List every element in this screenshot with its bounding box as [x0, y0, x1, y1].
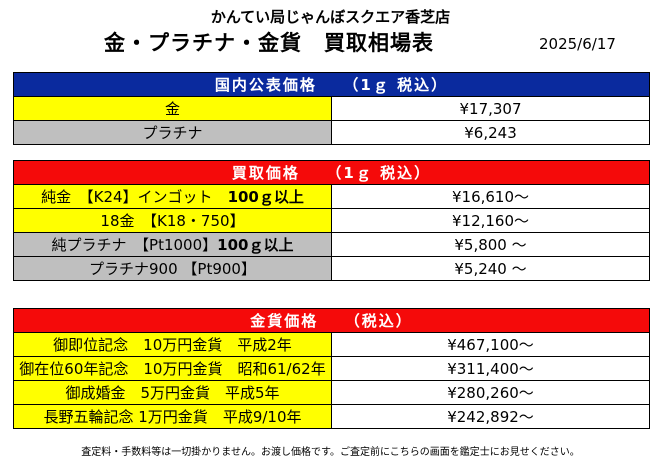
- row-label-bold: 100ｇ以上: [227, 188, 304, 206]
- date-label: 2025/6/17: [539, 35, 616, 53]
- buyback-price-table: 買取価格 （1ｇ 税込） 純金 【K24】インゴット 100ｇ以上 ¥16,61…: [13, 160, 650, 281]
- row-value: ¥467,100～: [331, 332, 650, 357]
- row-label-text: プラチナ900 【Pt900】: [89, 260, 256, 278]
- row-label: 純プラチナ 【Pt1000】100ｇ以上: [13, 232, 332, 257]
- row-label: 長野五輪記念 1万円金貨 平成9/10年: [13, 404, 332, 429]
- table-row: 御成婚金 5万円金貨 平成5年 ¥280,260～: [13, 380, 650, 405]
- store-name: かんてい局じゃんぼスクエア香芝店: [210, 8, 451, 26]
- row-value: ¥242,892～: [331, 404, 650, 429]
- row-value: ¥16,610～: [331, 184, 650, 209]
- row-value: ¥5,800 ～: [331, 232, 650, 257]
- row-label: 御即位記念 10万円金貨 平成2年: [13, 332, 332, 357]
- table-row: 御在位60年記念 10万円金貨 昭和61/62年 ¥311,400～: [13, 356, 650, 381]
- table-row: プラチナ ¥6,243: [13, 120, 650, 145]
- page-title: 金・プラチナ・金貨 買取相場表: [104, 31, 434, 55]
- row-value: ¥17,307: [331, 96, 650, 121]
- table-row: 金 ¥17,307: [13, 96, 650, 121]
- row-value: ¥6,243: [331, 120, 650, 145]
- table-row: 18金 【K18・750】 ¥12,160～: [13, 208, 650, 233]
- table-row: 純金 【K24】インゴット 100ｇ以上 ¥16,610～: [13, 184, 650, 209]
- domestic-price-table: 国内公表価格 （1ｇ 税込） 金 ¥17,307 プラチナ ¥6,243: [13, 72, 650, 145]
- coin-price-table: 金貨価格 （税込） 御即位記念 10万円金貨 平成2年 ¥467,100～ 御在…: [13, 308, 650, 429]
- table-row: プラチナ900 【Pt900】 ¥5,240 ～: [13, 256, 650, 281]
- row-value: ¥311,400～: [331, 356, 650, 381]
- row-label-bold: 100ｇ以上: [217, 236, 294, 254]
- row-label: 御成婚金 5万円金貨 平成5年: [13, 380, 332, 405]
- coins-header-row: 金貨価格 （税込）: [13, 308, 650, 333]
- table-row: 御即位記念 10万円金貨 平成2年 ¥467,100～: [13, 332, 650, 357]
- row-label: 18金 【K18・750】: [13, 208, 332, 233]
- row-label: 御在位60年記念 10万円金貨 昭和61/62年: [13, 356, 332, 381]
- buyback-heading: 買取価格 （1ｇ 税込）: [13, 160, 650, 185]
- row-label: 金: [13, 96, 332, 121]
- domestic-header-row: 国内公表価格 （1ｇ 税込）: [13, 72, 650, 97]
- row-label-text: 18金 【K18・750】: [100, 212, 245, 230]
- buyback-header-row: 買取価格 （1ｇ 税込）: [13, 160, 650, 185]
- row-label-text: 純プラチナ 【Pt1000】: [51, 236, 218, 254]
- table-row: 純プラチナ 【Pt1000】100ｇ以上 ¥5,800 ～: [13, 232, 650, 257]
- row-value: ¥280,260～: [331, 380, 650, 405]
- row-label-text: 純金 【K24】インゴット: [41, 188, 228, 206]
- row-value: ¥12,160～: [331, 208, 650, 233]
- table-row: 長野五輪記念 1万円金貨 平成9/10年 ¥242,892～: [13, 404, 650, 429]
- domestic-heading: 国内公表価格 （1ｇ 税込）: [13, 72, 650, 97]
- coins-heading: 金貨価格 （税込）: [13, 308, 650, 333]
- row-label: 純金 【K24】インゴット 100ｇ以上: [13, 184, 332, 209]
- row-value: ¥5,240 ～: [331, 256, 650, 281]
- row-label: プラチナ900 【Pt900】: [13, 256, 332, 281]
- row-label: プラチナ: [13, 120, 332, 145]
- footer-note: 査定料・手数料等は一切掛かりません。お渡し価格です。ご査定前にこちらの画面を鑑定…: [81, 447, 580, 458]
